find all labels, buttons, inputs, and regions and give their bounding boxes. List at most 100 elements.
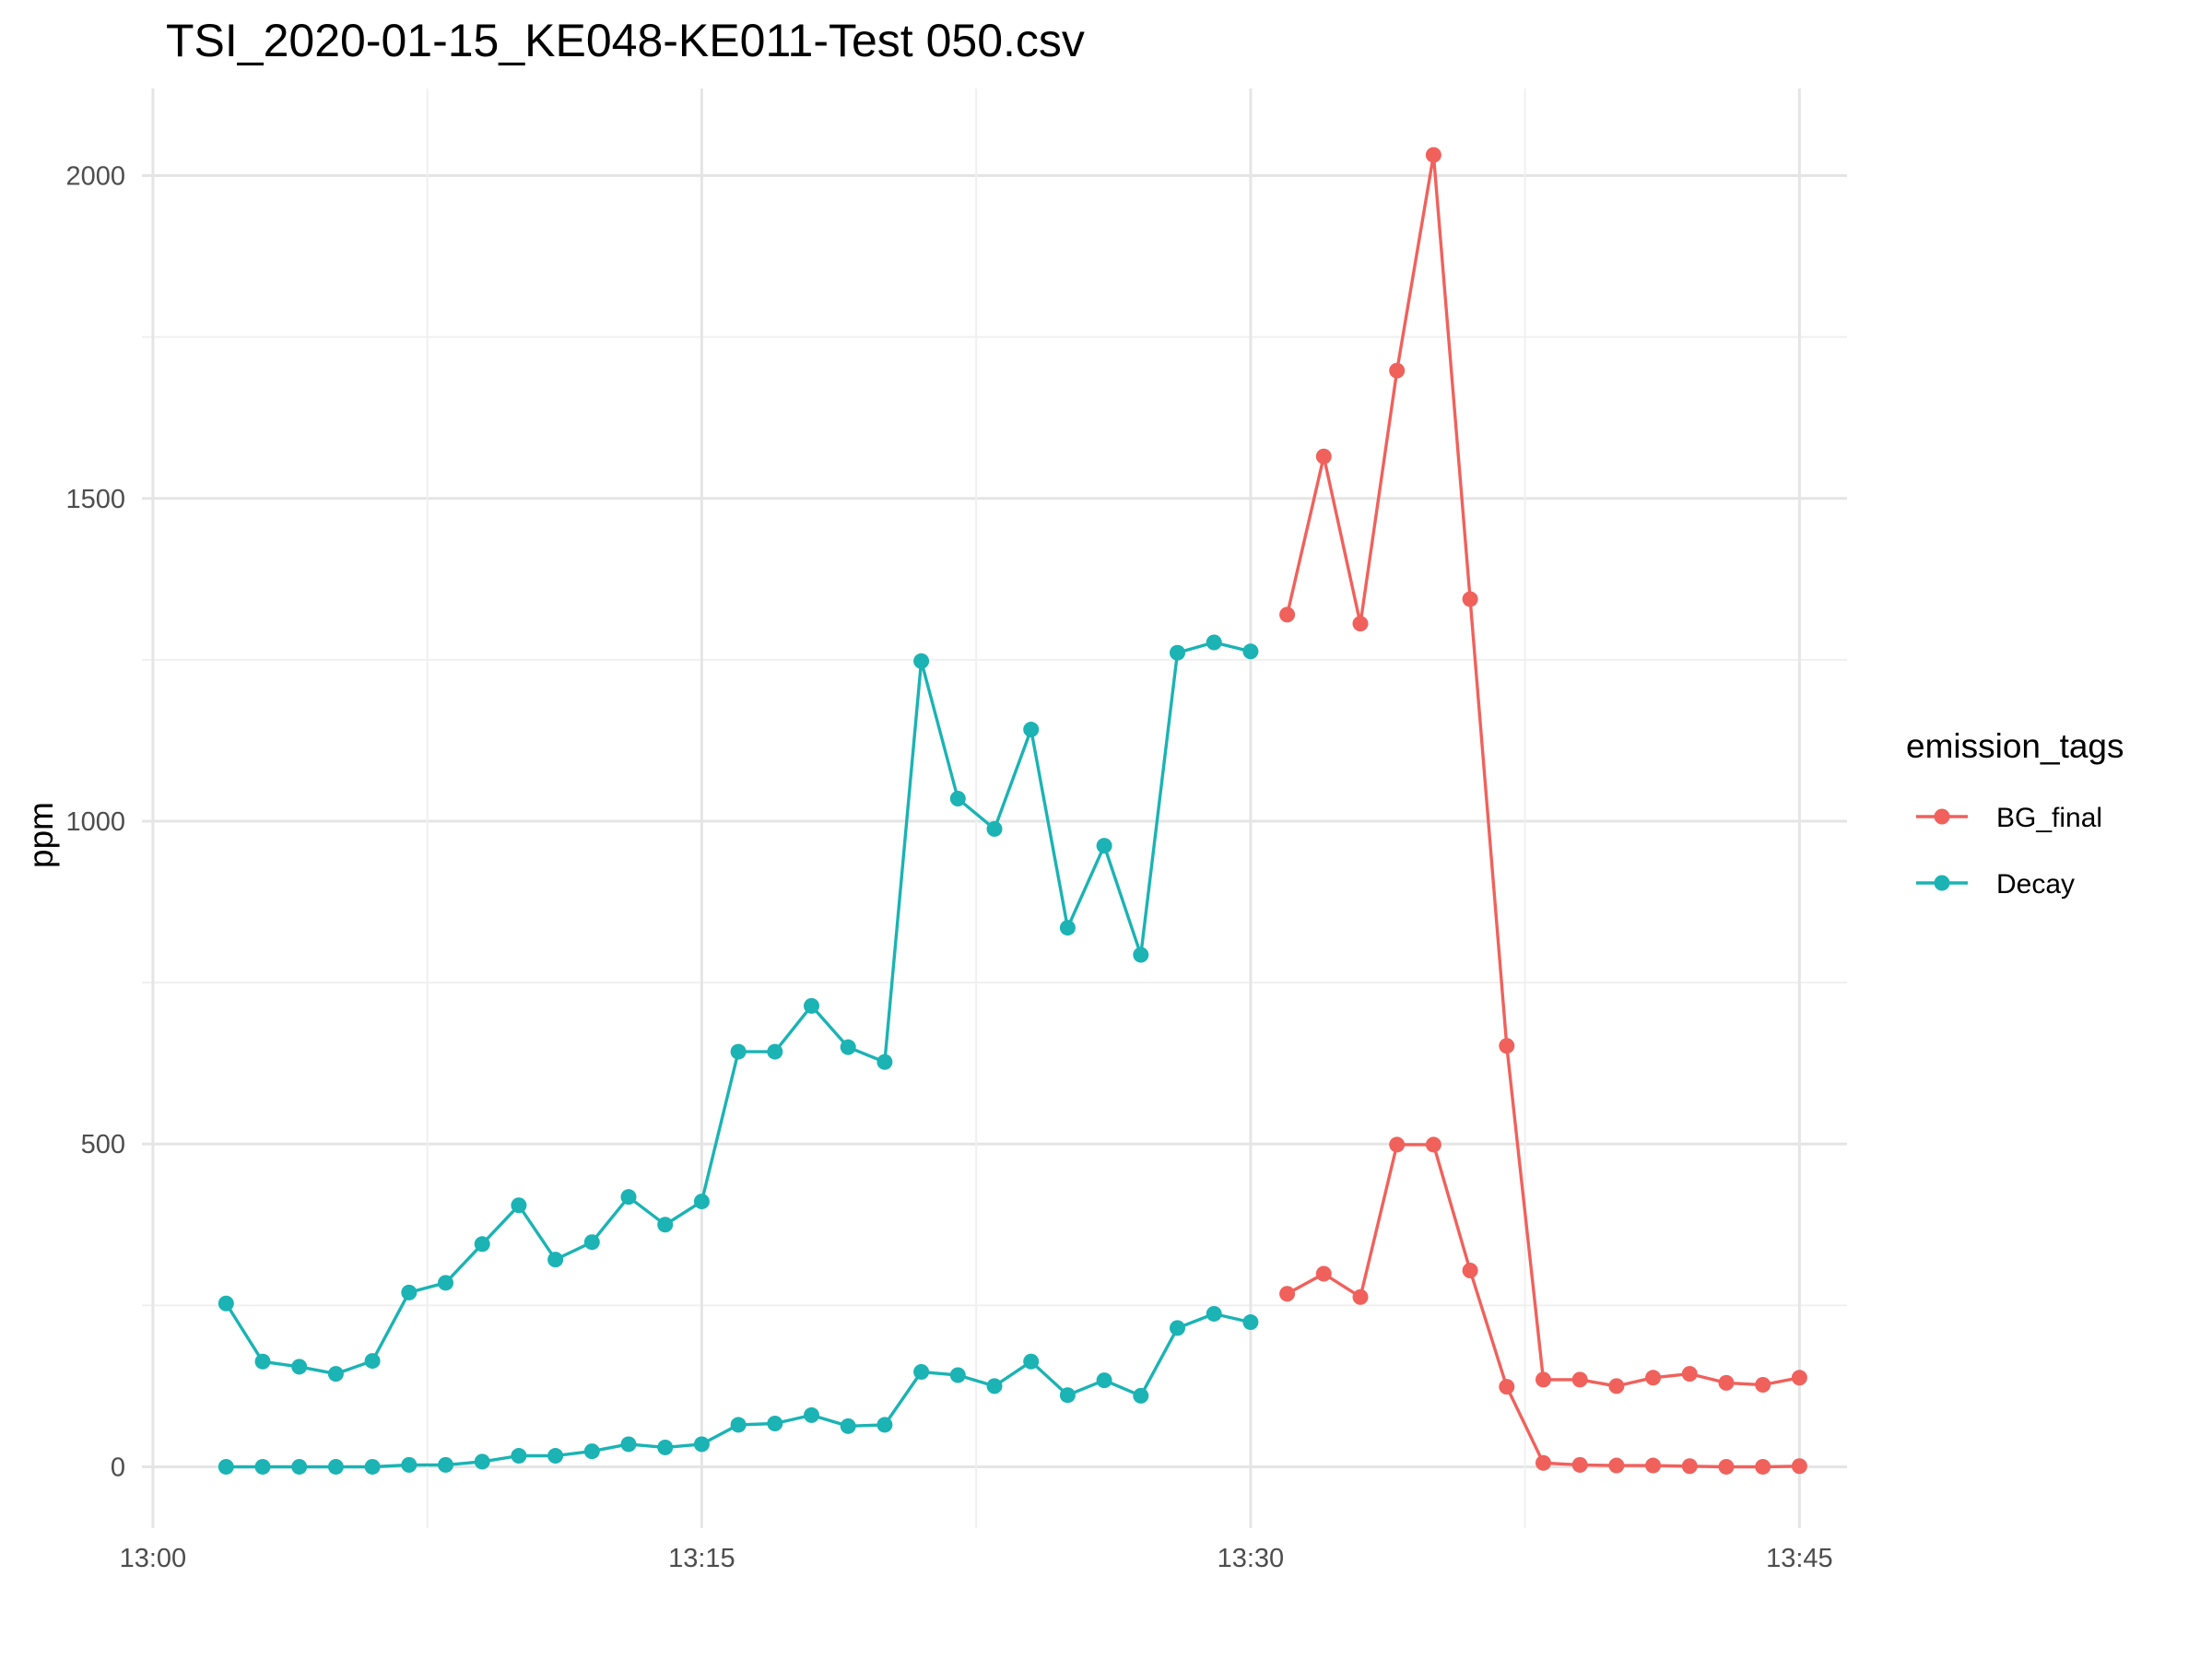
data-point-bg-final: [1791, 1458, 1807, 1475]
data-point-decay: [291, 1458, 308, 1475]
data-point-decay: [767, 1416, 783, 1432]
data-point-decay: [804, 1406, 820, 1423]
data-point-decay: [218, 1295, 234, 1312]
data-point-bg-final: [1681, 1366, 1698, 1382]
data-point-decay: [583, 1443, 600, 1460]
data-point-bg-final: [1462, 591, 1478, 607]
legend-label-decay: Decay: [1996, 869, 2075, 900]
data-point-decay: [254, 1458, 271, 1475]
data-point-decay: [730, 1043, 747, 1060]
data-point-decay: [693, 1194, 710, 1210]
x-tick-label: 13:45: [1766, 1544, 1833, 1573]
data-point-decay: [657, 1439, 674, 1455]
data-point-decay: [474, 1236, 490, 1253]
y-axis-title: ppm: [22, 802, 60, 868]
data-point-bg-final: [1645, 1370, 1662, 1386]
data-point-decay: [474, 1453, 490, 1470]
data-point-decay: [1096, 1372, 1112, 1389]
data-point-decay: [877, 1053, 893, 1070]
data-point-decay: [1242, 1314, 1259, 1331]
data-point-decay: [1059, 1387, 1076, 1404]
data-point-decay: [804, 997, 820, 1014]
data-point-decay: [1059, 920, 1076, 936]
data-point-decay: [254, 1353, 271, 1370]
data-point-bg-final: [1755, 1458, 1771, 1475]
data-point-bg-final: [1608, 1378, 1625, 1394]
y-tick-label: 1500: [65, 485, 125, 514]
data-point-bg-final: [1425, 1136, 1441, 1153]
data-point-decay: [218, 1458, 234, 1475]
data-point-decay: [1206, 634, 1222, 651]
data-point-bg-final: [1645, 1457, 1662, 1474]
data-point-decay: [877, 1417, 893, 1433]
data-point-decay: [620, 1189, 637, 1206]
data-point-decay: [913, 1363, 930, 1380]
data-point-decay: [364, 1458, 381, 1475]
y-tick-label: 500: [81, 1130, 125, 1159]
axis-ticks: 0 500 1000 1500 2000 13:00 13:15 13:30 13:45: [65, 162, 1832, 1573]
data-point-decay: [1096, 838, 1112, 854]
data-point-decay: [1023, 722, 1040, 738]
legend-swatch-point-decay: [1934, 875, 1950, 891]
data-point-bg-final: [1571, 1371, 1588, 1388]
data-point-decay: [401, 1284, 418, 1300]
data-point-bg-final: [1718, 1458, 1735, 1475]
data-point-decay: [364, 1353, 381, 1370]
data-point-bg-final: [1571, 1456, 1588, 1473]
series-line-bg-final: [1285, 153, 1800, 1388]
series-lines: [224, 153, 1800, 1469]
data-point-decay: [511, 1197, 527, 1214]
series-points: [218, 147, 1807, 1475]
data-point-bg-final: [1535, 1371, 1551, 1388]
legend: emission_tags BG_final Decay: [1906, 727, 2124, 900]
data-point-decay: [913, 653, 930, 669]
data-point-decay: [840, 1418, 856, 1434]
chart-title: TSI_2020-01-15_KE048-KE011-Test 050.csv: [166, 15, 1085, 66]
series-line-decay: [226, 1312, 1252, 1469]
data-point-decay: [840, 1039, 856, 1055]
data-point-bg-final: [1791, 1370, 1807, 1386]
data-point-decay: [438, 1456, 454, 1473]
data-point-bg-final: [1389, 362, 1406, 379]
data-point-decay: [693, 1436, 710, 1453]
data-point-decay: [327, 1366, 344, 1382]
data-point-decay: [730, 1417, 747, 1433]
data-point-bg-final: [1499, 1038, 1515, 1054]
data-point-decay: [986, 820, 1003, 837]
y-tick-label: 1000: [65, 807, 125, 837]
data-point-decay: [401, 1456, 418, 1473]
data-point-decay: [1133, 947, 1149, 963]
data-point-bg-final: [1279, 606, 1296, 623]
data-point-decay: [547, 1252, 564, 1268]
data-point-decay: [767, 1043, 783, 1060]
data-point-bg-final: [1535, 1454, 1551, 1471]
data-point-bg-final: [1499, 1379, 1515, 1395]
data-point-decay: [949, 790, 966, 806]
data-point-bg-final: [1389, 1136, 1406, 1153]
data-point-decay: [1242, 643, 1259, 660]
data-point-decay: [547, 1448, 564, 1465]
data-point-decay: [1133, 1387, 1149, 1404]
data-point-decay: [1206, 1305, 1222, 1322]
data-point-bg-final: [1608, 1457, 1625, 1474]
data-point-bg-final: [1681, 1458, 1698, 1475]
data-point-bg-final: [1462, 1263, 1478, 1279]
legend-label-bg-final: BG_final: [1996, 803, 2102, 833]
data-point-bg-final: [1755, 1377, 1771, 1394]
data-point-decay: [583, 1234, 600, 1251]
x-tick-label: 13:00: [120, 1544, 187, 1573]
series-line-decay: [224, 641, 1252, 1376]
data-point-decay: [1169, 644, 1185, 661]
data-point-bg-final: [1718, 1374, 1735, 1391]
x-tick-label: 13:15: [668, 1544, 735, 1573]
legend-swatch-point-bg-final: [1934, 808, 1950, 825]
data-point-bg-final: [1279, 1286, 1296, 1302]
data-point-decay: [657, 1217, 674, 1233]
x-tick-label: 13:30: [1218, 1544, 1285, 1573]
data-point-decay: [327, 1458, 344, 1475]
y-tick-label: 2000: [65, 162, 125, 192]
legend-title: emission_tags: [1906, 727, 2124, 765]
data-point-decay: [986, 1378, 1003, 1394]
data-point-bg-final: [1352, 616, 1369, 632]
